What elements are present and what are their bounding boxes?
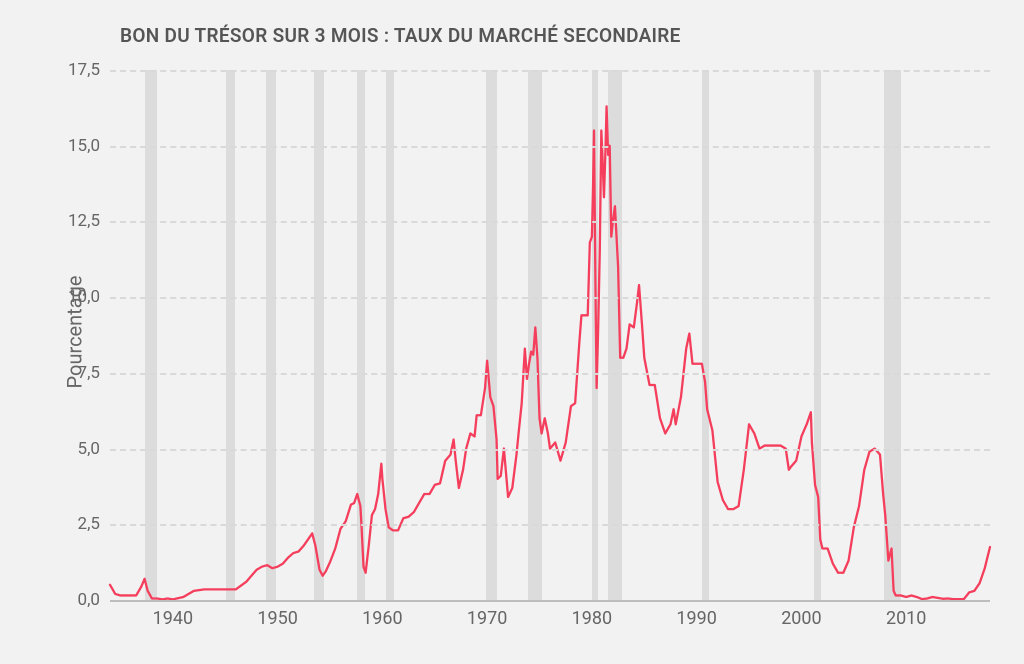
chart-title: BON DU TRÉSOR SUR 3 MOIS : TAUX DU MARCH…	[120, 24, 681, 47]
x-tick-label: 1980	[572, 608, 612, 629]
y-tick-label: 5,0	[78, 439, 100, 459]
x-axis-line	[110, 600, 990, 602]
x-tick-label: 1970	[467, 608, 507, 629]
y-tick-label: 7,5	[78, 363, 100, 383]
x-tick-label: 2000	[781, 608, 821, 629]
gridline	[110, 70, 990, 72]
y-tick-label: 17,5	[68, 60, 100, 80]
x-tick-label: 1950	[257, 608, 297, 629]
y-tick-label: 15,0	[68, 136, 100, 156]
x-tick-label: 1940	[153, 608, 193, 629]
x-tick-label: 1960	[362, 608, 402, 629]
x-tick-label: 1990	[676, 608, 716, 629]
gridline	[110, 524, 990, 526]
plot-area: 0,02,55,07,510,012,515,017,5194019501960…	[110, 70, 990, 600]
y-tick-label: 12,5	[68, 211, 100, 231]
x-tick-label: 2010	[886, 608, 926, 629]
gridline	[110, 297, 990, 299]
line-series	[110, 70, 990, 600]
gridline	[110, 221, 990, 223]
gridline	[110, 449, 990, 451]
y-tick-label: 0,0	[78, 590, 100, 610]
chart-card: BON DU TRÉSOR SUR 3 MOIS : TAUX DU MARCH…	[0, 0, 1024, 664]
gridline	[110, 373, 990, 375]
y-tick-label: 10,0	[68, 287, 100, 307]
gridline	[110, 146, 990, 148]
y-tick-label: 2,5	[78, 514, 100, 534]
